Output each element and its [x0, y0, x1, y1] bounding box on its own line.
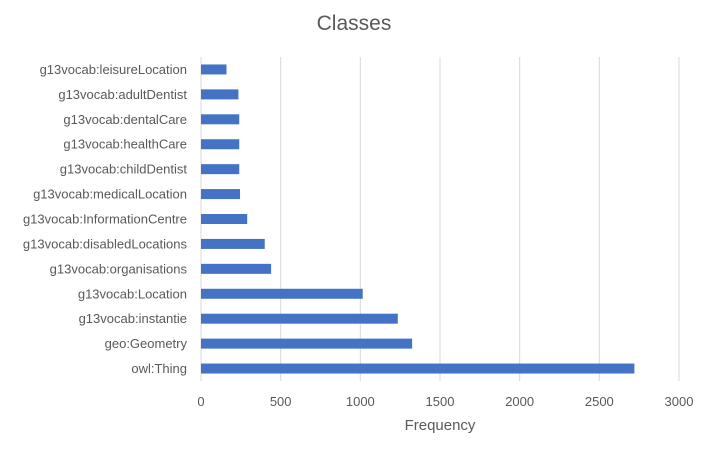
category-labels: g13vocab:leisureLocation g13vocab:adultDe…: [23, 62, 188, 376]
category-label: g13vocab:disabledLocations: [23, 236, 188, 251]
x-tick-label: 1000: [346, 394, 375, 409]
x-tick-label: 2500: [585, 394, 614, 409]
x-tick-labels: 0 500 1000 1500 2000 2500 3000: [197, 394, 693, 409]
x-tick-label: 0: [197, 394, 204, 409]
category-label: g13vocab:adultDentist: [58, 87, 187, 102]
x-tick-label: 1500: [426, 394, 455, 409]
bar: [201, 338, 413, 349]
x-axis-title: Frequency: [405, 417, 476, 434]
x-tick-label: 3000: [665, 394, 694, 409]
category-label: g13vocab:Location: [78, 286, 187, 301]
category-label: g13vocab:medicalLocation: [33, 187, 187, 202]
category-label: owl:Thing: [131, 361, 187, 376]
bar: [201, 313, 398, 324]
bar: [201, 89, 239, 100]
bar: [201, 139, 240, 150]
bar: [201, 363, 635, 374]
category-label: g13vocab:dentalCare: [63, 112, 187, 127]
chart-title: Classes: [317, 12, 392, 35]
category-label: geo:Geometry: [105, 336, 188, 351]
bar: [201, 114, 240, 125]
x-tick-label: 2000: [505, 394, 534, 409]
bar: [201, 238, 265, 249]
gridlines: [200, 57, 680, 381]
category-label: g13vocab:instantie: [79, 311, 187, 326]
category-label: g13vocab:InformationCentre: [23, 212, 187, 227]
bar: [201, 214, 248, 224]
bar: [201, 263, 272, 274]
category-label: g13vocab:childDentist: [60, 162, 188, 177]
bar: [201, 189, 241, 200]
category-label: g13vocab:organisations: [50, 261, 188, 276]
bar: [201, 64, 227, 75]
category-label: g13vocab:leisureLocation: [40, 62, 187, 77]
bar: [201, 164, 240, 175]
x-tick-label: 500: [270, 394, 292, 409]
bar: [201, 288, 363, 299]
bars: [201, 64, 635, 374]
category-label: g13vocab:healthCare: [63, 137, 187, 152]
